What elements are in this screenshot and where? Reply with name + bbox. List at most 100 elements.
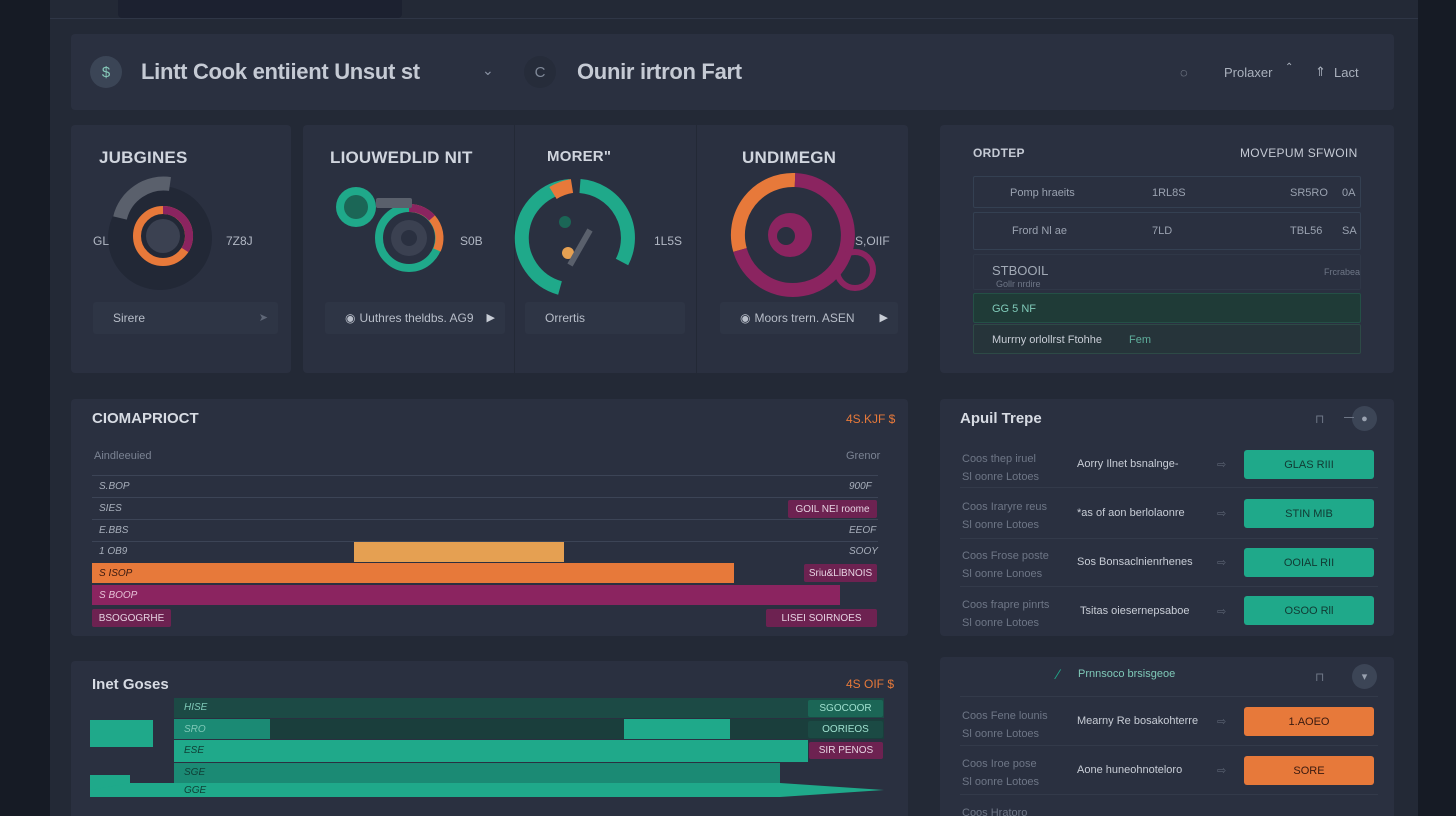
arrow-right-icon: ⇨ [1217, 765, 1227, 777]
action-button[interactable]: GLAS RIII [1244, 450, 1374, 479]
profile-caret-icon[interactable]: ⌃ [1285, 62, 1294, 73]
column-right-header: Grenor [846, 450, 881, 462]
gauge-footer-label: Sirere [113, 311, 146, 325]
settings-icon[interactable]: ● [1352, 406, 1377, 431]
section-title: Ounir irtron Fart [577, 59, 742, 84]
row-divider [960, 745, 1378, 746]
app-logo-icon[interactable]: $ [90, 56, 122, 88]
orders-row-highlight[interactable]: GG 5 NF [973, 293, 1361, 323]
bar-label: SGE [184, 767, 206, 778]
bar-right-label: 900F [849, 481, 872, 492]
card-divider [696, 125, 697, 373]
order-name: Frord Nl ae [1012, 225, 1068, 237]
user-icon[interactable]: ⇑ [1315, 64, 1326, 79]
action-button[interactable]: STIN MIB [1244, 499, 1374, 528]
row-description: Aone huneohnoteloro [1077, 764, 1183, 776]
bar-label: S.BOP [99, 481, 130, 492]
inet-goses-title: Inet Goses [92, 676, 169, 693]
orders-row[interactable]: Pomp hraeits 1RL8S SR5RO 0A [973, 176, 1361, 208]
row-description: Aorry Ilnet bsnalnge- [1077, 458, 1179, 470]
bar-label: SRO [184, 724, 206, 735]
gauge-footer-label: Uuthres theldbs. AG9 [359, 311, 474, 325]
gauge-footer-button[interactable]: ◉ Uuthres theldbs. AG9 ▶ [325, 302, 505, 334]
c-icon[interactable]: C [524, 56, 556, 88]
gauge-footer-button[interactable]: ◉ Moors trern. ASEN ▶ [720, 302, 898, 334]
bar-label: S BOOP [99, 590, 138, 601]
comparison-title: CIOMAPRIOCT [92, 410, 199, 427]
row-divider [960, 586, 1378, 587]
orders-row[interactable]: Murrny orlollrst Ftohhe Fem [973, 324, 1361, 354]
order-qty: 7LD [1152, 225, 1173, 237]
lower-right-card [940, 657, 1394, 816]
row-divider [960, 794, 1378, 795]
bar-label: ESE [184, 745, 205, 756]
bar-label: S ISOP [99, 568, 133, 579]
row-meta: Coos frapre pinrts Sl oonre Lotoes [962, 599, 1050, 629]
bar-orange [92, 563, 734, 583]
bar-label: 1 OB9 [99, 546, 128, 557]
bar-chip: SGOCOOR [808, 700, 883, 717]
settings-line [1344, 417, 1354, 418]
row-divider [960, 696, 1378, 697]
card-divider [514, 125, 515, 373]
info-icon: ◉ [740, 311, 751, 325]
bar-teal [174, 763, 780, 783]
arrow-right-icon: ▶ [486, 312, 495, 324]
order-flag: Frcrabea [1324, 267, 1361, 277]
grid-line [92, 497, 878, 498]
arrow-right-icon: ⇨ [1217, 459, 1227, 471]
arrow-right-icon: ⇨ [1217, 716, 1227, 728]
chevron-down-icon[interactable]: ⌄ [482, 62, 494, 78]
action-button[interactable]: 1.AOEO [1244, 707, 1374, 736]
bar-chip: BSOGOGRHE [92, 609, 171, 627]
comparison-value: 4S.KJF $ [846, 412, 896, 426]
bar-label: HISE [184, 702, 208, 713]
bar-label: GGE [184, 785, 207, 796]
row-description: Sos Bonsaclnienrhenes [1077, 556, 1193, 568]
column-left-header: Aindleeuied [94, 450, 152, 462]
settings-icon[interactable]: ▾ [1352, 664, 1377, 689]
action-button[interactable]: OSOO Rll [1244, 596, 1374, 625]
gauge-right-value: S0B [460, 234, 483, 248]
orders-row[interactable]: STBOOIL Gollr nrdire Frcrabea [973, 254, 1361, 290]
gauge-title: JUBGINES [99, 148, 188, 167]
row-meta: Coos Iraryre reus Sl oonre Lotoes [962, 501, 1047, 531]
gauge-right-value: S,OIIF [855, 234, 890, 248]
gauge-title: UNDIMEGN [742, 148, 837, 167]
gauge-footer-button[interactable]: Orrertis [525, 302, 685, 334]
orders-row[interactable]: Frord Nl ae 7LD TBL56 SA [973, 212, 1361, 250]
grid-line [92, 519, 878, 520]
gauge-footer-button[interactable]: Sirere ➤ [93, 302, 278, 334]
trash-icon[interactable]: ⊓ [1315, 670, 1325, 684]
action-button[interactable]: OOIAL RII [1244, 548, 1374, 577]
order-name: GG 5 NF [992, 303, 1037, 315]
order-flag: 0A [1342, 187, 1356, 199]
row-divider [960, 487, 1378, 488]
order-name: STBOOIL [992, 263, 1049, 278]
bell-icon[interactable]: ◌ [1180, 65, 1188, 80]
profile-menu[interactable]: Prolaxer [1224, 65, 1273, 80]
pencil-icon[interactable]: ∕ [1057, 666, 1060, 682]
arrow-right-icon: ⇨ [1217, 508, 1227, 520]
order-name: Pomp hraeits [1010, 187, 1075, 199]
inet-goses-value: 4S OIF $ [846, 677, 895, 691]
bar-teal [624, 719, 730, 739]
info-icon: ◉ [345, 311, 356, 325]
action-button[interactable]: SORE [1244, 756, 1374, 785]
row-meta: Coos Iroe pose Sl oonre Lotoes [962, 758, 1040, 788]
order-qty: Fem [1129, 334, 1151, 346]
donut-gauge-4 [730, 172, 876, 297]
order-qty: 1RL8S [1152, 187, 1186, 199]
bar-chip: GOIL NEI roome [788, 500, 877, 518]
row-divider [960, 538, 1378, 539]
trash-icon[interactable]: ⊓ [1315, 412, 1325, 426]
order-name: Murrny orlollrst Ftohhe [992, 334, 1103, 346]
last-link[interactable]: Lact [1334, 65, 1359, 80]
donut-gauge-2 [336, 187, 444, 272]
orders-right-title: MOVEPUM SFWOIN [1240, 146, 1358, 160]
arrow-right-icon: ▶ [879, 312, 888, 324]
row-description: Tsitas oiesernepsaboe [1080, 605, 1190, 617]
top-tab[interactable] [118, 0, 402, 18]
gauge-left-value: GL [93, 234, 110, 248]
bar-teal [174, 740, 808, 762]
